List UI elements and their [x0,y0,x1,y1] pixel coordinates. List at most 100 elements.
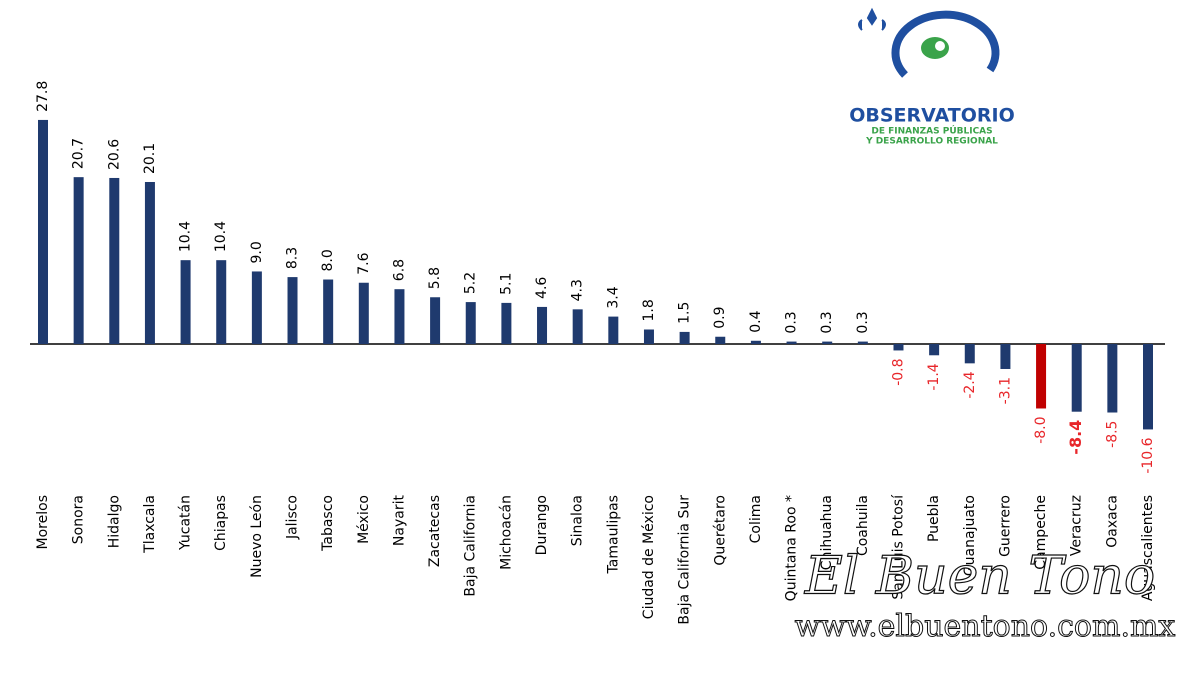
bar [287,277,298,344]
logo-line: Y DESARROLLO REGIONAL [865,137,998,147]
bar [537,306,548,344]
bar [323,279,334,344]
bar [679,331,690,344]
bar [251,271,262,344]
value-label: -8.0 [1033,416,1049,443]
x-tick-label: Campeche [1033,495,1049,570]
value-label: 8.0 [320,249,336,271]
x-tick-label: Tlaxcala [142,495,158,554]
x-tick-label: Michoacán [498,495,514,570]
x-tick-label: Morelos [35,495,51,549]
logo-name: OBSERVATORIO [849,105,1015,127]
bar [1036,344,1047,409]
value-label: -3.1 [997,377,1013,404]
value-label: 7.6 [356,252,372,274]
value-label: 5.8 [427,267,443,289]
x-tick-label: Coahuila [855,495,871,556]
bar [430,297,441,344]
logo: OBSERVATORIO DE FINANZAS PÚBLICAS Y DESA… [849,7,1015,147]
bar [144,181,155,344]
value-label: -2.4 [962,371,978,398]
x-tick-label: México [356,495,372,544]
value-label: 4.6 [534,277,550,299]
x-tick-label: Zacatecas [427,495,443,567]
bar [893,344,904,351]
bar [786,341,797,344]
bar [109,177,120,344]
bar [38,119,48,344]
watermark-name: El Buen Tono [804,547,1155,607]
watermark-url: www.elbuentono.com.mx [795,609,1176,644]
x-tick-label: Hidalgo [106,495,122,548]
value-label: 6.8 [391,259,407,281]
value-label: 0.3 [855,311,871,333]
bar [180,260,191,344]
value-label: 0.9 [712,306,728,328]
value-label: -10.6 [1140,437,1156,473]
x-tick-label: Sinaloa [570,495,586,546]
bar [73,177,84,344]
value-label: 10.4 [213,221,229,252]
x-tick-label: Jalisco [285,495,301,540]
logo-icon [858,7,886,31]
bar [715,336,726,344]
value-label: 20.7 [71,138,87,169]
bar [1107,344,1118,413]
bar [1000,344,1011,369]
bar [501,302,512,344]
plot: 27.8 Morelos 20.7 Sonora 20.6 Hidalgo 20.1 Tlax… [35,81,1156,625]
x-tick-label: Guanajuato [962,495,978,576]
value-label: 0.3 [819,311,835,333]
value-label: 8.3 [285,247,301,269]
bar [465,302,476,344]
value-label: 5.2 [463,272,479,294]
x-tick-label: Chihuahua [819,495,835,570]
bar [572,309,583,344]
bar [1143,344,1153,430]
bar [358,282,369,344]
value-label: 27.8 [35,81,51,112]
bar [750,340,761,344]
value-label: 1.5 [677,302,693,324]
value-label: -1.4 [926,363,942,390]
x-tick-label: Guerrero [997,495,1013,557]
x-tick-label: Nayarit [391,495,407,547]
logo-eye [921,37,949,59]
x-tick-label: Quintana Roo * [784,495,800,601]
x-tick-label: Baja California Sur [677,495,693,625]
logo-arc [891,10,1000,78]
x-tick-label: Colima [748,495,764,543]
bar [216,260,227,344]
x-tick-label: Sonora [71,495,87,544]
x-tick-label: Querétaro [712,495,728,566]
value-label: 9.0 [249,241,265,263]
bar [394,289,405,344]
x-tick-label: Ciudad de México [641,495,657,619]
bar [643,329,654,344]
value-label: -8.5 [1104,421,1120,448]
value-label: 4.3 [570,279,586,301]
x-tick-label: Chiapas [213,495,229,551]
x-tick-label: Veracruz [1069,495,1085,556]
value-label: 0.3 [784,311,800,333]
x-tick-label: Yucatán [178,495,194,551]
value-label: 10.4 [178,221,194,252]
value-label: -8.4 [1066,420,1085,455]
value-label: 20.1 [142,143,158,174]
x-tick-label: Tabasco [320,495,336,552]
x-tick-label: Tamaulipas [605,495,621,574]
bar [964,344,975,364]
x-tick-label: Puebla [926,495,942,542]
x-tick-label: Durango [534,495,550,555]
bar [929,344,940,356]
logo-pupil [935,41,945,51]
x-tick-label: San Luis Potosí [890,494,906,600]
value-label: -0.8 [890,358,906,385]
bar [1071,344,1082,412]
bar [857,341,868,344]
value-label: 1.8 [641,299,657,321]
bar [608,316,619,344]
value-label: 5.1 [498,273,514,295]
x-tick-label: Aguascalientes [1140,495,1156,601]
